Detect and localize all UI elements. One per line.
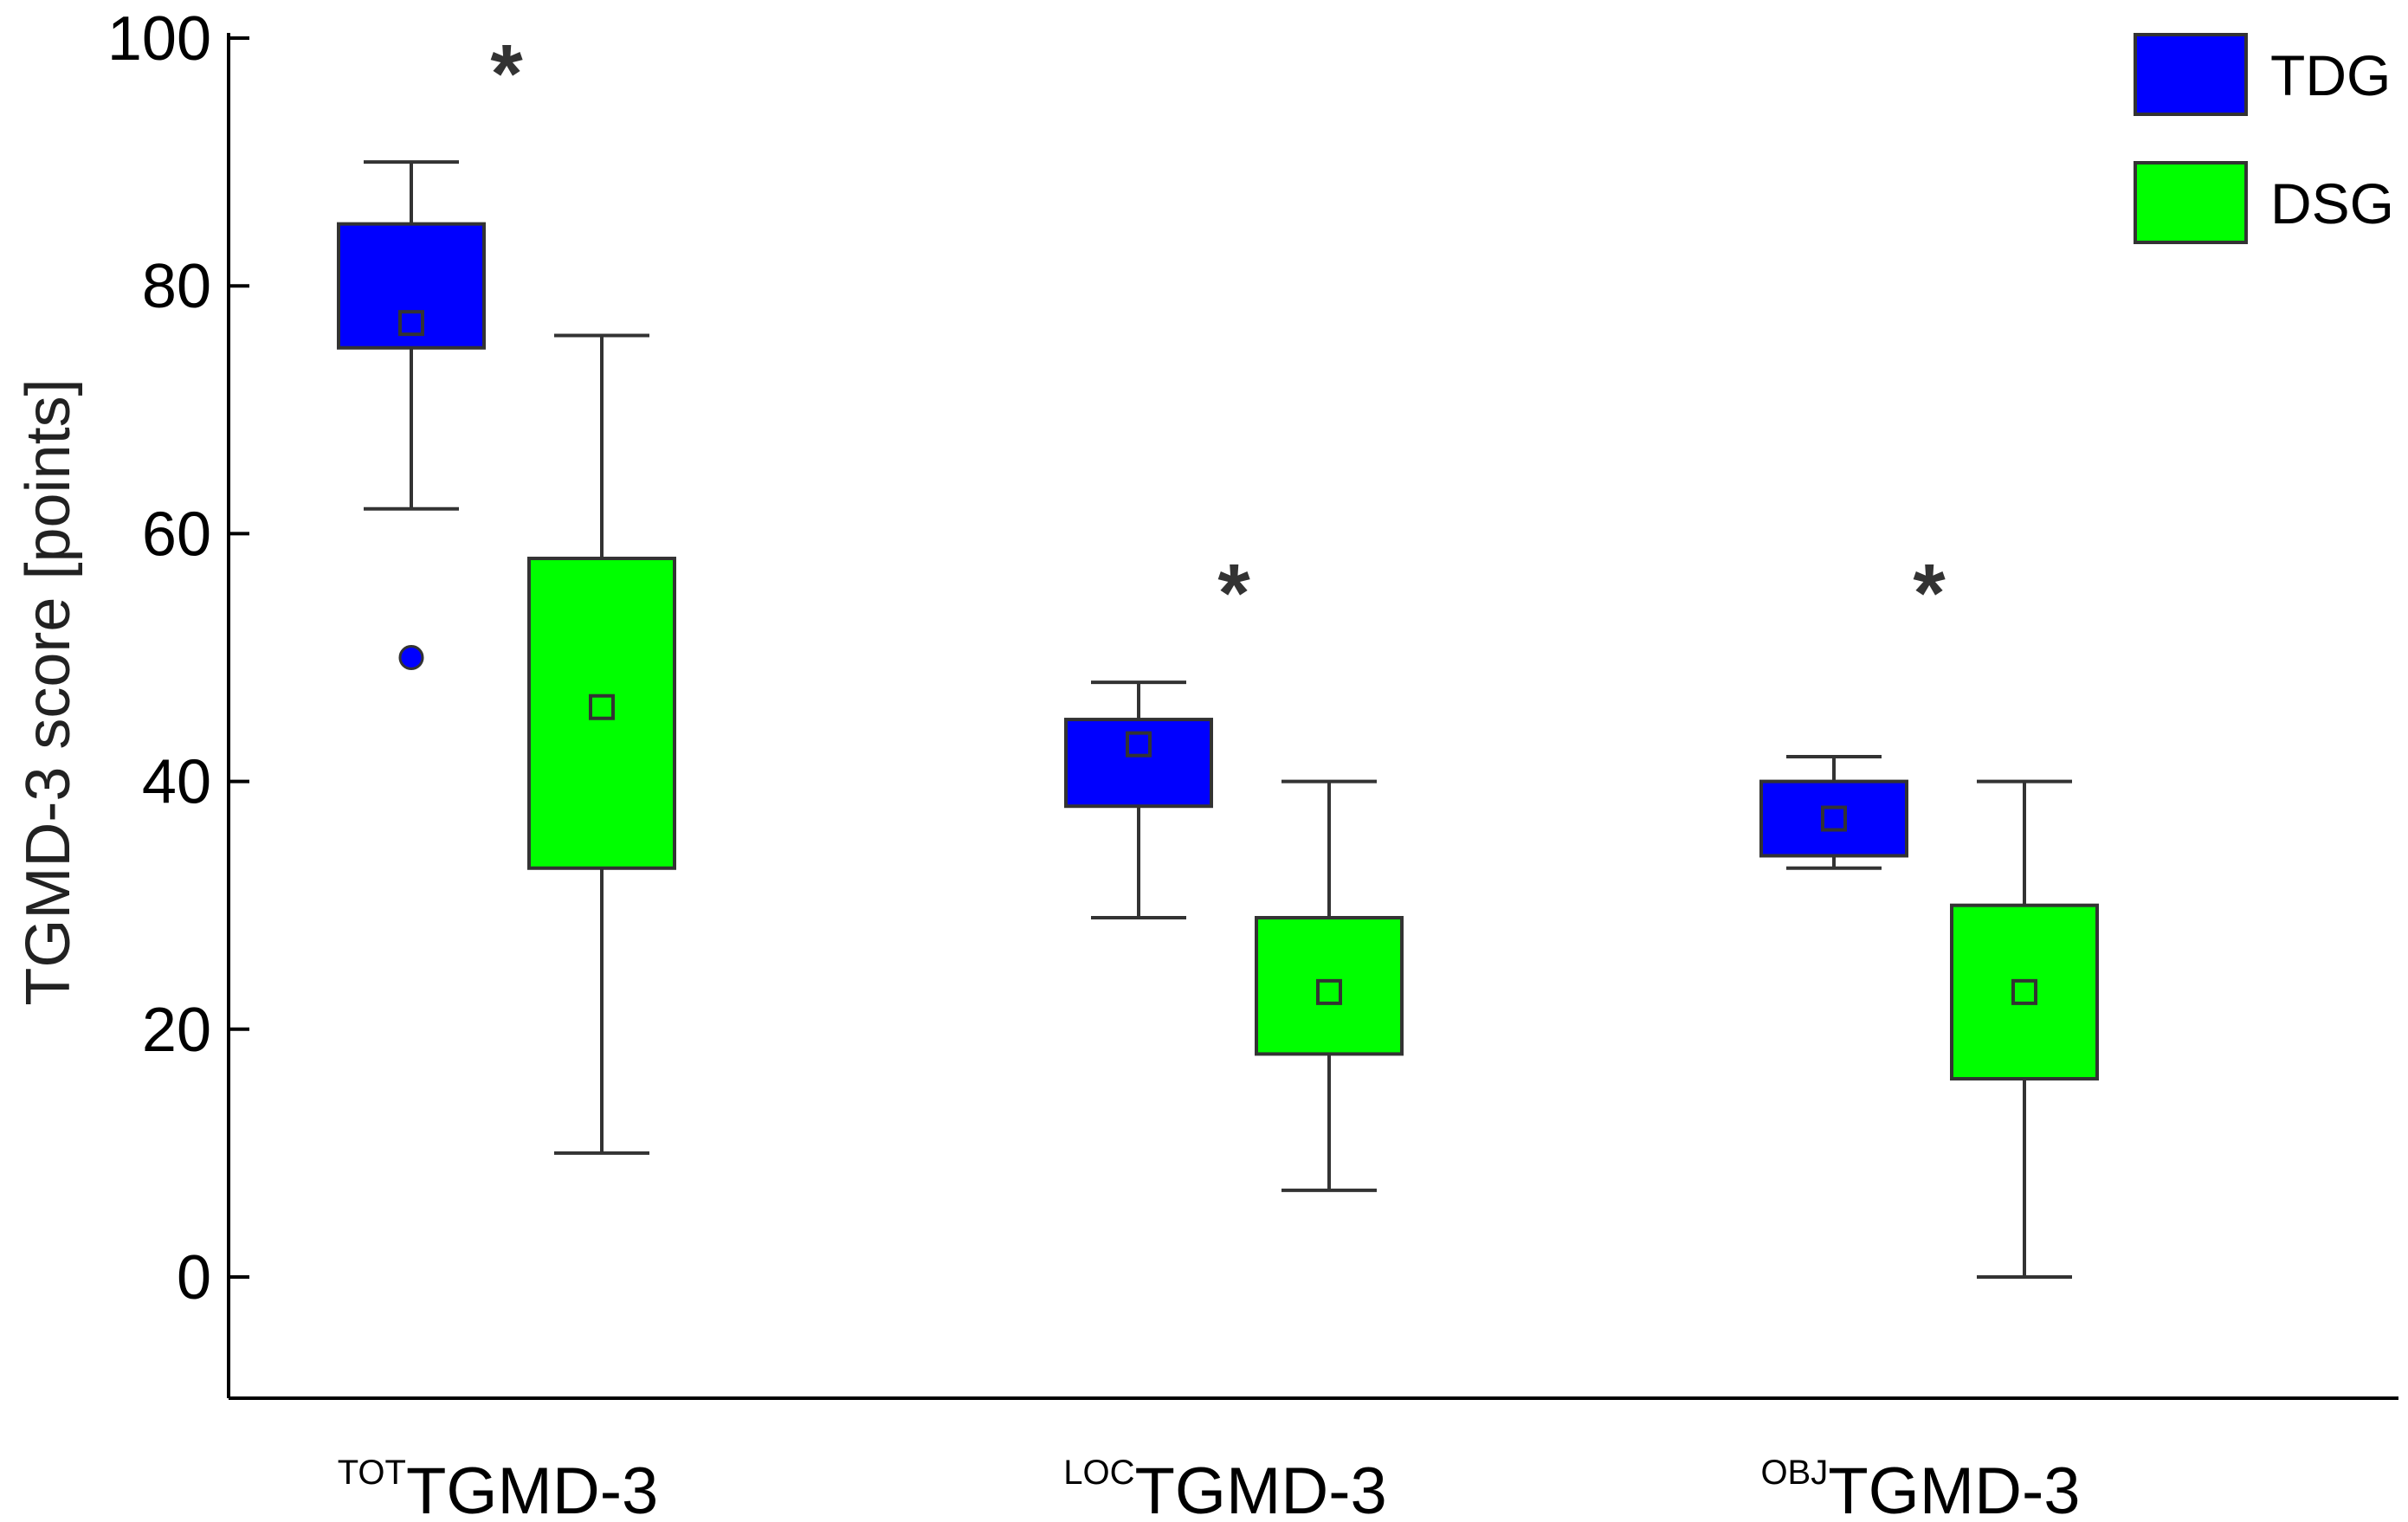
mean-marker — [398, 310, 424, 337]
y-tick-label: 100 — [107, 4, 211, 74]
box-dsg — [1255, 916, 1404, 1056]
y-tick-label: 40 — [142, 748, 211, 817]
outlier-point — [398, 645, 424, 670]
legend-label-dsg: DSG — [2270, 171, 2394, 235]
category-label: LOCTGMD-3 — [1063, 1454, 1387, 1522]
category-label-superscript: OBJ — [1760, 1454, 1828, 1492]
legend-swatch-dsg — [2134, 161, 2248, 244]
mean-marker — [1126, 731, 1152, 758]
y-tick-label: 20 — [142, 996, 211, 1065]
mean-marker — [589, 693, 615, 720]
x-axis: TOTTGMD-3 LOCTGMD-3 OBJTGMD-3 — [229, 1396, 2398, 1522]
box-dsg — [527, 557, 676, 870]
box-dsg — [1950, 903, 2099, 1081]
y-tick-label: 80 — [142, 252, 211, 321]
mean-marker — [1821, 805, 1847, 832]
y-tick-label: 0 — [177, 1243, 211, 1312]
category-label-main: TGMD-3 — [1134, 1454, 1386, 1522]
category-label-main: TGMD-3 — [1828, 1454, 2080, 1522]
box-tdg — [1759, 779, 1908, 858]
significance-marker: * — [1217, 547, 1250, 640]
box-tdg — [337, 222, 486, 350]
category-label-main: TGMD-3 — [406, 1454, 658, 1522]
category-label-superscript: TOT — [338, 1454, 406, 1492]
category-label-superscript: LOC — [1063, 1454, 1134, 1492]
y-axis: 0 20 40 60 80 100 TGMD-3 score [points] — [14, 4, 249, 1398]
category-label: OBJTGMD-3 — [1760, 1454, 2080, 1522]
significance-marker: * — [490, 28, 523, 120]
mean-marker — [2011, 978, 2037, 1005]
mean-marker — [1316, 978, 1342, 1005]
plot-area: * * * — [337, 28, 2099, 1279]
significance-marker: * — [1913, 547, 1946, 640]
y-tick-label: 60 — [142, 500, 211, 569]
legend-label-tdg: TDG — [2270, 43, 2391, 107]
y-axis-title: TGMD-3 score [points] — [14, 378, 83, 1005]
legend-swatch-tdg — [2134, 33, 2248, 116]
legend: TDG DSG — [2134, 33, 2394, 244]
category-label: TOTTGMD-3 — [338, 1454, 659, 1522]
